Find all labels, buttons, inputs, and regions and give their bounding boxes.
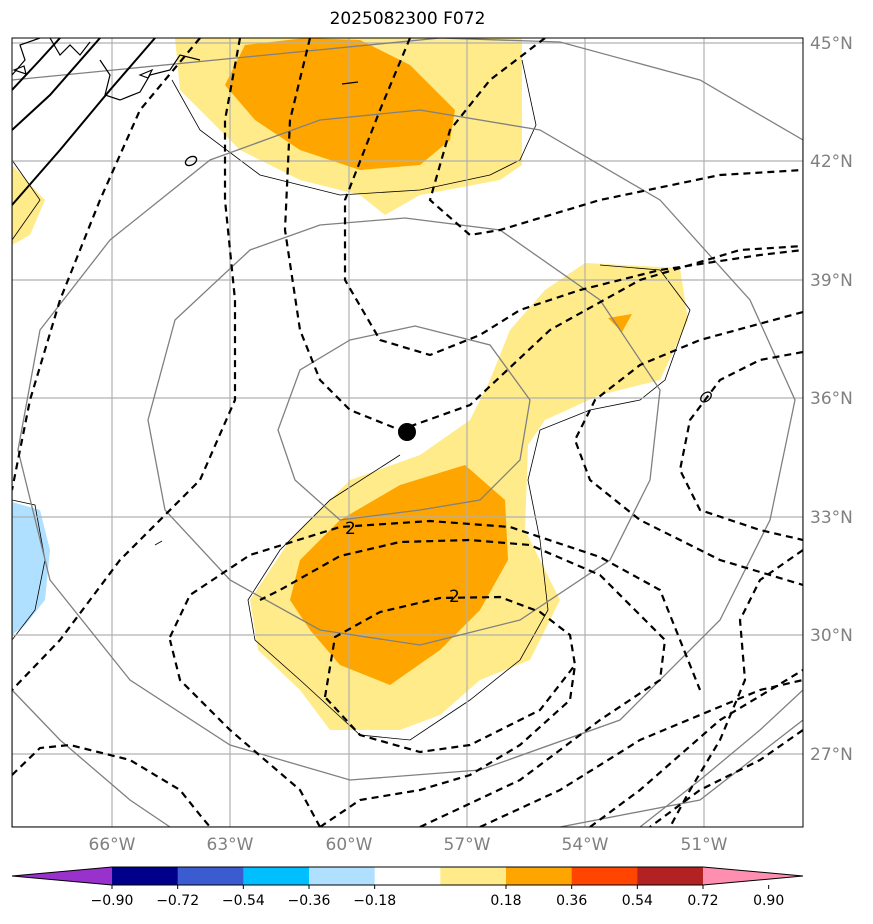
colorbar-swatch (309, 867, 376, 885)
colorbar-swatch (571, 867, 638, 885)
coastline (12, 38, 359, 101)
colorbar-tick-label: 0.36 (556, 893, 587, 909)
lat-label: 36°N (810, 389, 853, 409)
colorbar-extension-low (12, 867, 112, 885)
colorbar-swatch (440, 867, 507, 885)
zero-contour-rings (184, 155, 712, 403)
lat-label: 30°N (810, 626, 853, 646)
colorbar-swatch (112, 867, 179, 885)
colorbar-swatch (374, 867, 441, 885)
solid-contours (12, 38, 156, 206)
colorbar-swatch (177, 867, 244, 885)
lat-label: 42°N (810, 152, 853, 172)
colorbar-swatch (637, 867, 704, 885)
colorbar-tick-label: 0.54 (622, 893, 653, 909)
lon-label: 51°W (681, 835, 728, 855)
latitude-labels: 45°N 42°N 39°N 36°N 33°N 30°N 27°N (810, 34, 853, 765)
lon-label: 66°W (89, 835, 136, 855)
colorbar-tick-label: −0.90 (91, 893, 134, 909)
dashed-contours (12, 38, 803, 827)
colorbar: −0.90 −0.72 −0.54 −0.36 −0.18 0.18 0.36 0.54 0.7… (11, 866, 804, 909)
colorbar-swatch (506, 867, 573, 885)
contour-label: 2 (345, 519, 356, 539)
storm-center-marker (398, 423, 416, 441)
colorbar-tick-label: −0.72 (156, 893, 199, 909)
map-frame (11, 37, 804, 828)
contour-label: 2 (449, 587, 460, 607)
colorbar-tick-label: −0.18 (353, 893, 396, 909)
map-title: 2025082300 F072 (329, 9, 486, 29)
colorbar-tick-label: 0.90 (753, 893, 784, 909)
map-area: 2 2 (12, 38, 803, 827)
lon-label: 57°W (444, 835, 491, 855)
lat-label: 39°N (810, 271, 853, 291)
colorbar-tick-label: 0.72 (687, 893, 718, 909)
lon-label: 63°W (207, 835, 254, 855)
colorbar-extension-high (703, 867, 803, 885)
lat-label: 27°N (810, 745, 853, 765)
graticule (12, 38, 803, 827)
longitude-labels: 66°W 63°W 60°W 57°W 54°W 51°W (89, 835, 728, 855)
colorbar-tick-label: −0.36 (288, 893, 331, 909)
colorbar-swatch (243, 867, 310, 885)
lon-label: 54°W (562, 835, 609, 855)
lat-label: 33°N (810, 508, 853, 528)
colorbar-tick-label: −0.54 (222, 893, 265, 909)
colorbar-tick-label: 0.18 (490, 893, 521, 909)
lat-label: 45°N (810, 34, 853, 54)
lon-label: 60°W (326, 835, 373, 855)
range-rings (12, 38, 803, 827)
